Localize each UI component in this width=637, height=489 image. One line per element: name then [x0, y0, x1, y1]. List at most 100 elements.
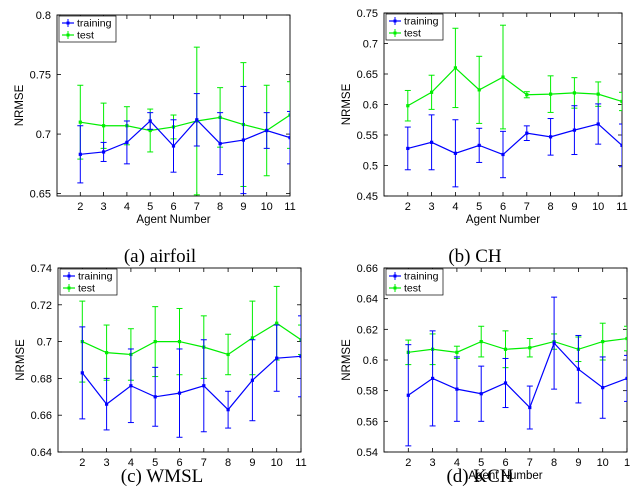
training-point — [430, 140, 434, 144]
training-point — [125, 140, 129, 145]
training-point — [625, 376, 627, 380]
x-tick-label: 10 — [261, 201, 273, 213]
test-point — [148, 128, 152, 133]
training-point — [479, 392, 483, 396]
legend-training-label: training — [404, 271, 439, 283]
training-point — [78, 152, 82, 156]
y-tick-label: 0.65 — [357, 69, 378, 81]
x-axis-label: Agent Number — [468, 470, 542, 482]
x-tick-label: 2 — [79, 457, 85, 469]
test-series-line — [82, 322, 301, 356]
legend-test-label: test — [78, 283, 95, 295]
x-tick-label: 5 — [476, 201, 482, 213]
x-tick-label: 3 — [429, 201, 435, 213]
series-group — [405, 296, 627, 447]
chart-panel-4: 0.54 0.56 0.58 0.6 0.62 0.64 0.66 2 3 4 5 6 7 8 9 10 1 Ag… — [341, 263, 630, 487]
training-point — [299, 354, 301, 358]
y-tick-label: 0.65 — [30, 189, 51, 201]
y-tick-label: 0.58 — [357, 386, 378, 398]
test-point — [177, 340, 182, 344]
y-tick-label: 0.66 — [31, 410, 52, 422]
panel-caption: (d) KCH — [446, 466, 513, 487]
y-tick-label: 0.64 — [31, 447, 52, 459]
legend-training-marker — [393, 19, 397, 23]
training-point — [226, 408, 230, 412]
chart-panel-2: 0.45 0.5 0.55 0.6 0.65 0.7 0.75 2 3 4 5 6 7 8 9 10 11 Age… — [341, 8, 628, 267]
x-tick-label: 2 — [405, 457, 411, 469]
training-point — [576, 367, 580, 371]
panel-caption: (a) airfoil — [124, 246, 196, 267]
training-point — [549, 135, 553, 139]
test-point — [549, 92, 553, 96]
legend-training-label: training — [404, 16, 439, 28]
legend-test-label: test — [77, 30, 94, 42]
x-tick-label: 11 — [284, 201, 295, 213]
training-point — [455, 387, 459, 391]
test-point — [105, 351, 109, 355]
training-point — [171, 144, 176, 148]
training-point — [552, 341, 556, 345]
y-tick-label: 0.6 — [363, 100, 378, 112]
x-tick-label: 3 — [101, 201, 107, 213]
training-point — [288, 136, 290, 140]
training-point — [406, 393, 410, 397]
training-series-line — [81, 355, 301, 411]
x-tick-label: 6 — [502, 457, 508, 469]
test-series-line — [407, 67, 622, 107]
y-tick-label: 0.75 — [30, 70, 51, 82]
x-tick-label: 7 — [524, 201, 530, 213]
x-tick-label: 1 — [624, 457, 630, 469]
training-point — [501, 152, 505, 157]
test-point — [525, 93, 529, 97]
training-point — [528, 405, 532, 410]
x-tick-label: 5 — [152, 457, 158, 469]
training-point — [275, 356, 279, 360]
test-series-line — [80, 114, 290, 132]
test-point — [625, 336, 627, 341]
training-point — [241, 138, 245, 142]
test-point — [596, 92, 600, 96]
x-tick-label: 8 — [551, 457, 557, 469]
y-tick-label: 0.54 — [357, 447, 378, 459]
test-point — [620, 99, 622, 104]
x-tick-label: 3 — [430, 457, 436, 469]
legend-test-marker — [67, 286, 71, 290]
x-tick-label: 9 — [575, 457, 581, 469]
test-point — [288, 113, 290, 117]
test-point — [153, 340, 157, 344]
test-point — [299, 338, 301, 342]
x-tick-label: 2 — [77, 201, 83, 213]
y-tick-label: 0.75 — [357, 8, 378, 20]
x-tick-label: 11 — [616, 201, 627, 213]
training-point — [148, 119, 152, 123]
y-tick-label: 0.66 — [357, 263, 378, 275]
legend-test-label: test — [404, 28, 421, 40]
x-tick-label: 3 — [104, 457, 110, 469]
series-group — [77, 46, 290, 196]
training-point — [218, 142, 222, 146]
y-tick-label: 0.7 — [36, 129, 51, 141]
training-series-line — [407, 123, 622, 156]
y-tick-label: 0.62 — [357, 324, 378, 336]
y-tick-label: 0.68 — [31, 373, 52, 385]
training-point — [129, 384, 133, 388]
x-tick-label: 8 — [548, 201, 554, 213]
y-tick-label: 0.74 — [31, 263, 52, 275]
chart-panel-3: 0.64 0.66 0.68 0.7 0.72 0.74 2 3 4 5 6 7 8 9 10 11 NRMSE… — [15, 263, 307, 487]
training-point — [250, 378, 254, 382]
x-tick-label: 5 — [147, 201, 153, 213]
x-tick-label: 8 — [225, 457, 231, 469]
panel-caption: (b) CH — [448, 246, 502, 267]
x-tick-label: 8 — [217, 201, 223, 213]
x-tick-label: 9 — [249, 457, 255, 469]
test-point — [78, 120, 82, 124]
training-point — [177, 391, 182, 395]
legend-test-marker — [393, 31, 397, 35]
training-point — [503, 381, 508, 385]
y-axis-label: NRMSE — [15, 339, 27, 381]
training-point — [620, 143, 622, 147]
x-tick-label: 9 — [571, 201, 577, 213]
